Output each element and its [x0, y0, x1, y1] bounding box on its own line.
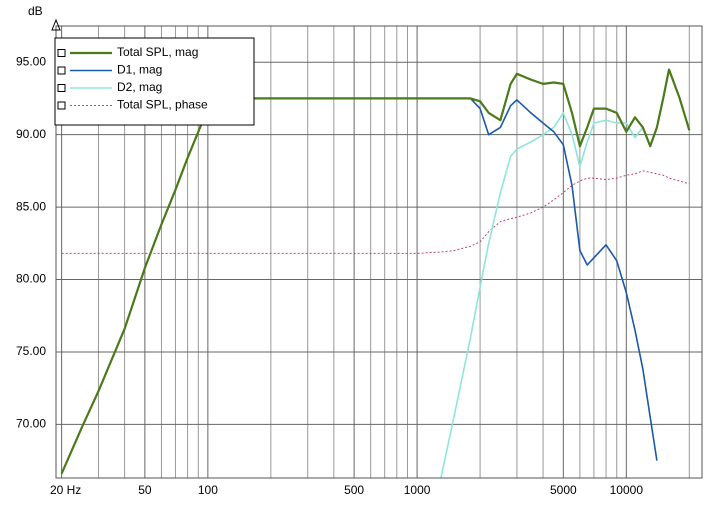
y-tick-label: 80.00: [16, 272, 46, 286]
x-tick-label: 100: [198, 483, 218, 497]
y-tick-label: 95.00: [16, 54, 46, 68]
legend-label: D1, mag: [117, 63, 162, 77]
series-line: [60, 68, 691, 475]
legend: Total SPL, mag D1, mag D2, mag Total SPL, p…: [54, 37, 255, 126]
x-tick-label: 10000: [610, 483, 644, 497]
x-tick-label: 5000: [550, 483, 577, 497]
legend-label: D2, mag: [117, 80, 162, 94]
x-tick-label: 500: [344, 483, 364, 497]
y-tick-label: 90.00: [16, 127, 46, 141]
y-tick-label: 85.00: [16, 199, 46, 213]
y-tick-label: 75.00: [16, 344, 46, 358]
x-tick-label: 1000: [404, 483, 431, 497]
legend-checkbox: [57, 66, 66, 75]
legend-label: Total SPL, mag: [117, 45, 198, 59]
y-tick-label: 70.00: [16, 417, 46, 431]
plot-frame: [55, 25, 703, 479]
plot-area: [60, 68, 691, 478]
series-line: [61, 170, 690, 254]
legend-checkbox: [57, 101, 66, 110]
x-tick-label: 20 Hz: [50, 483, 81, 497]
x-tick-label: 50: [138, 483, 152, 497]
axis-arrow: [51, 18, 61, 31]
y-axis-label: dB: [28, 4, 43, 18]
legend-checkbox: [57, 49, 66, 57]
legend-label: Total SPL, phase: [117, 98, 208, 112]
legend-checkbox: [57, 84, 66, 92]
